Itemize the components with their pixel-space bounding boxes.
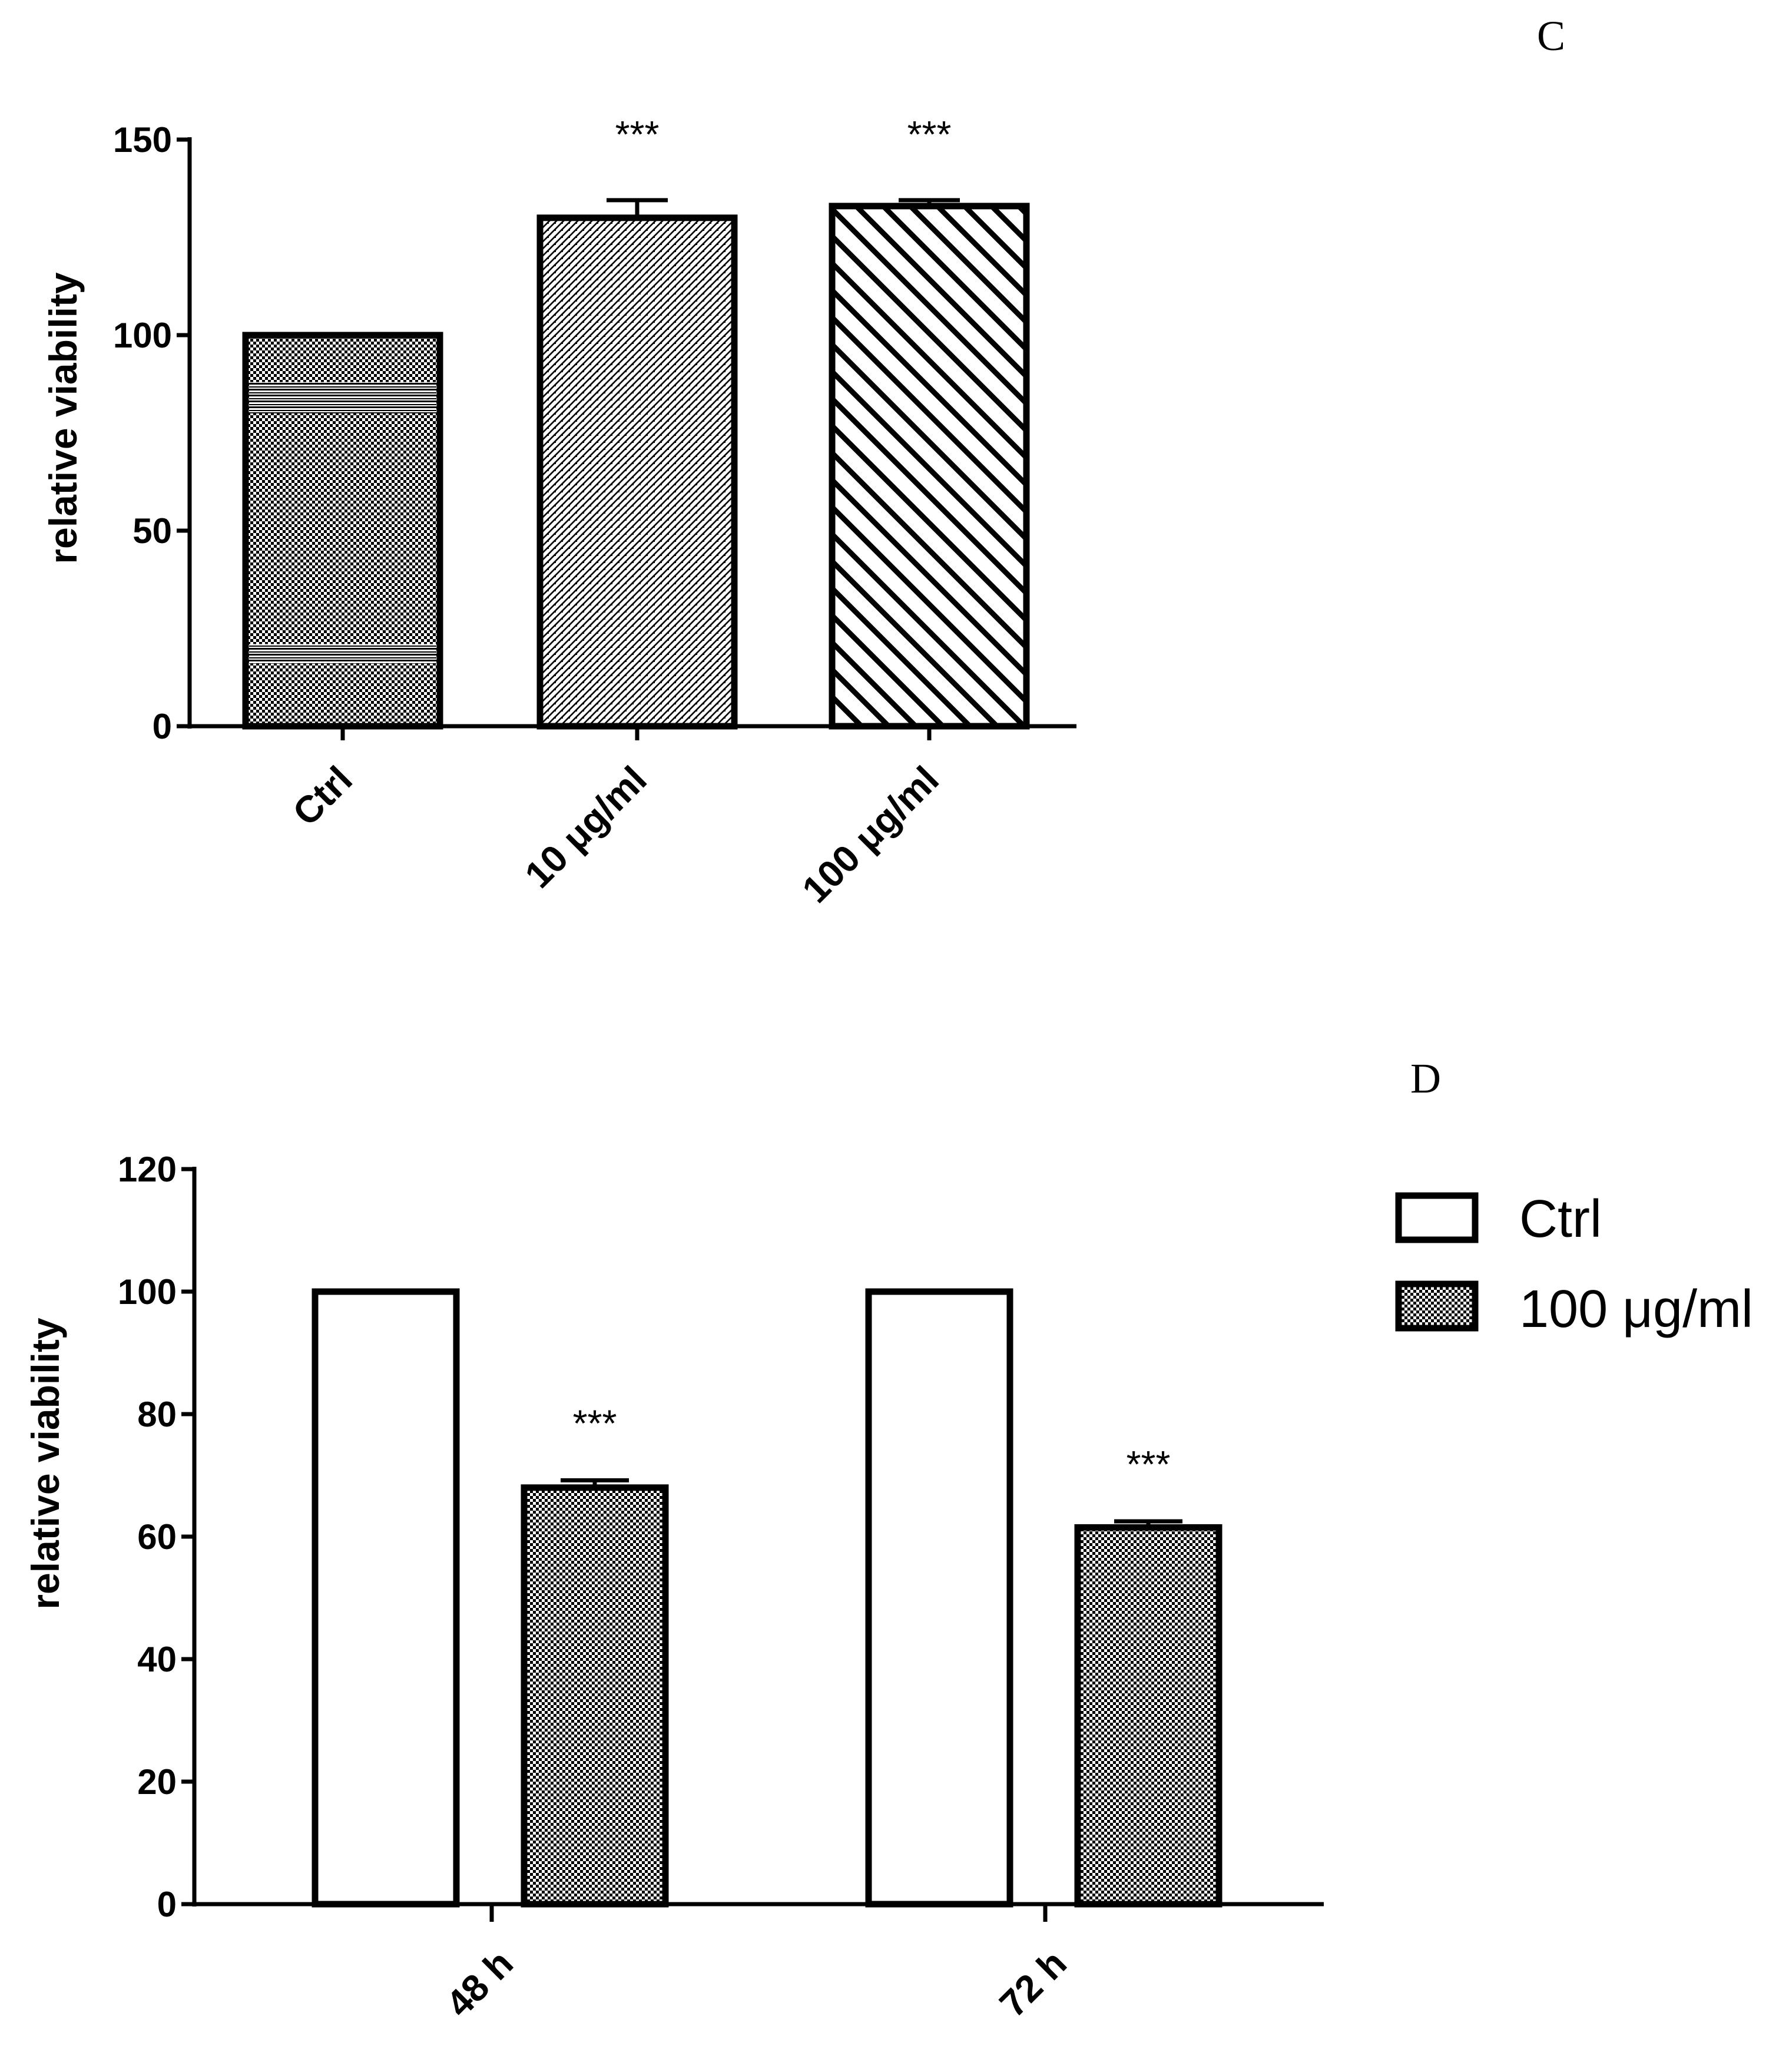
panel-c-axes: 0 50 100 150 <box>113 120 1076 746</box>
panel-d-72-h-category-label: 72 h <box>991 1942 1074 2025</box>
panel-c-chart: C relative viability Ctrl *** 10 μg/ml *** 1… <box>41 12 1565 911</box>
panel-c-10-g-ml-bar <box>536 214 738 730</box>
panel-c-ctrl-band <box>249 644 436 664</box>
legend-label-ctrl: Ctrl <box>1519 1190 1602 1249</box>
panel-d-48-h-100-g-ml-bar <box>521 1484 669 1908</box>
panel-c-100-g-ml-bar <box>829 203 1030 730</box>
panel-c-y-tick-label: 0 <box>153 707 172 746</box>
panel-d-ylabel: relative viability <box>24 1318 67 1610</box>
panel-d-48-h-ctrl-bar <box>312 1288 460 1908</box>
legend-swatch-100ugml <box>1395 1280 1479 1332</box>
panel-c-letter: C <box>1537 12 1565 59</box>
panel-c-10-g-ml-category-label: 10 μg/ml <box>516 758 655 896</box>
panel-c-ylabel: relative viability <box>41 272 85 564</box>
panel-c-100-g-ml-significance: *** <box>907 113 952 155</box>
panel-d-y-tick-label: 40 <box>137 1640 177 1679</box>
panel-d-y-tick-label: 60 <box>137 1517 177 1557</box>
panel-c-ctrl-category-label: Ctrl <box>284 758 360 834</box>
legend-swatch-ctrl <box>1395 1192 1479 1243</box>
panel-d-y-tick-label: 20 <box>137 1762 177 1802</box>
panel-d-axes: 0 20 40 60 80 100 120 <box>118 1150 1324 1924</box>
legend-label-100ugml: 100 μg/ml <box>1519 1280 1753 1339</box>
panel-d-y-tick-label: 120 <box>118 1150 177 1189</box>
panel-c-bars: Ctrl *** 10 μg/ml *** 100 μg/ml <box>242 113 1030 911</box>
panel-d-legend: Ctrl 100 μg/ml <box>1395 1190 1753 1339</box>
panel-d-bars: *** 48 h *** 72 h <box>312 1288 1223 2025</box>
panel-d-72-h-ctrl-bar <box>865 1288 1013 1908</box>
panel-d-y-tick-label: 0 <box>157 1885 177 1924</box>
panel-c-y-tick-label: 150 <box>113 120 172 160</box>
panel-c-10-g-ml-significance: *** <box>615 113 660 155</box>
panel-d-y-tick-label: 80 <box>137 1395 177 1434</box>
panel-d-letter: D <box>1410 1055 1441 1102</box>
panel-d-72-h-100-g-ml-bar <box>1074 1524 1223 1908</box>
panel-c-ctrl-band <box>249 382 436 413</box>
panel-d-y-tick-label: 100 <box>118 1272 177 1312</box>
panel-d-48-h-category-label: 48 h <box>438 1942 521 2025</box>
panel-d-72-h-100-g-ml-significance: *** <box>1127 1443 1171 1485</box>
panel-c-y-tick-label: 100 <box>113 316 172 355</box>
panel-c-100-g-ml-category-label: 100 μg/ml <box>794 758 947 911</box>
panel-d-48-h-100-g-ml-significance: *** <box>573 1402 617 1444</box>
panel-d-chart: D relative viability *** 48 h *** 72 h 0 20 4… <box>24 1055 1753 2025</box>
panel-c-y-tick-label: 50 <box>132 511 172 551</box>
